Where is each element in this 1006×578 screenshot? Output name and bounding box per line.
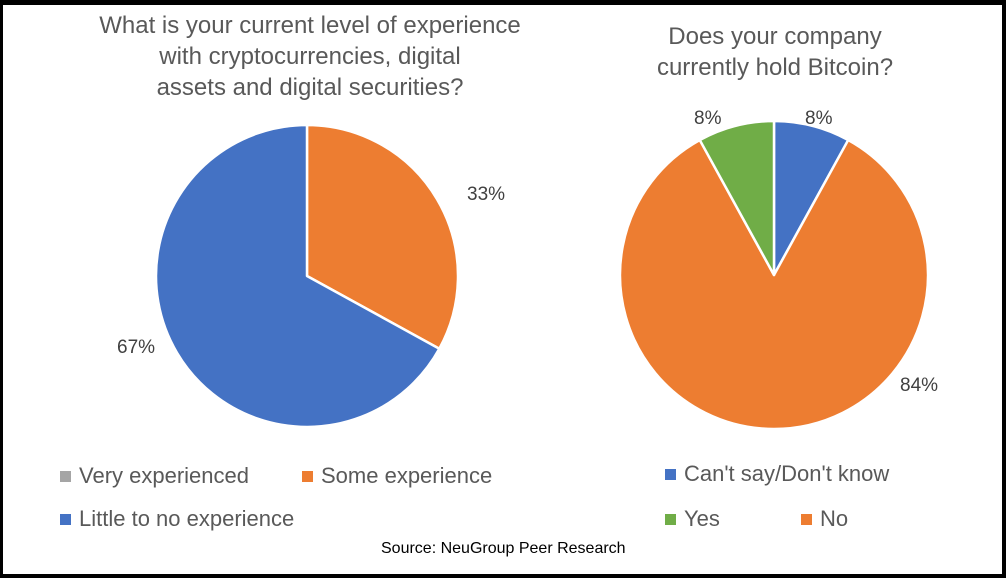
legend-item-yes: Yes [665,506,720,532]
legend-swatch-orange [801,513,812,525]
legend-swatch-blue [665,468,676,480]
legend-label: Very experienced [79,463,249,488]
data-label-some-experience: 33% [467,184,505,205]
chart-title-experience: What is your current level of experience… [99,12,521,101]
pie-slice-little-to-no-experience [154,123,441,429]
pie-slice-no [618,138,930,431]
pie-bitcoin [618,119,930,431]
pie-slice-some-experience [305,123,460,350]
legend-swatch-gray [60,470,71,482]
data-label-cant-say: 8% [805,108,833,129]
data-label-yes: 8% [694,108,722,129]
data-label-no: 84% [900,375,938,396]
legend-item-little-experience: Little to no experience [60,506,294,532]
pie-slice-yes [698,119,776,277]
legend-item-some-experience: Some experience [302,463,492,489]
legend-label: Little to no experience [79,506,295,531]
legend-swatch-green [665,513,676,525]
legend-item-cant-say: Can't say/Don't know [665,461,889,487]
data-label-little-experience: 67% [117,337,155,358]
pie-experience [154,123,460,429]
legend-item-very-experienced: Very experienced [60,463,249,489]
legend-label: Can't say/Don't know [684,461,890,486]
legend-label: No [820,506,849,531]
chart-title-bitcoin: Does your company currently hold Bitcoin… [656,23,894,81]
legend-swatch-blue [60,513,71,525]
legend-item-no: No [801,506,848,532]
legend-label: Some experience [321,463,493,488]
source-note: Source: NeuGroup Peer Research [381,540,626,557]
legend-swatch-orange [302,470,313,482]
legend-label: Yes [684,506,720,531]
